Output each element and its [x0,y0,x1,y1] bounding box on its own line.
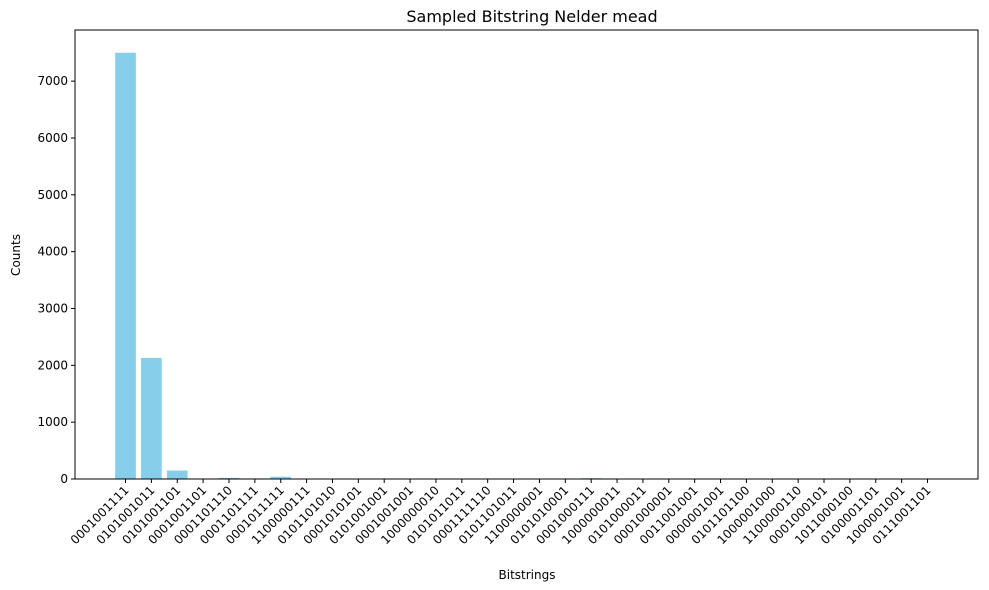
bar [115,52,136,479]
bars-group [115,52,938,479]
chart-title: Sampled Bitstring Nelder mead [406,7,657,26]
x-axis-label: Bitstrings [499,568,556,582]
bar [141,357,162,479]
y-tick-label: 7000 [37,74,68,88]
y-tick-label: 3000 [37,301,68,315]
bar [218,477,240,479]
y-axis-label: Counts [9,234,23,276]
y-tick-label: 6000 [37,131,68,145]
y-tick-label: 0 [60,472,68,486]
y-tick-label: 4000 [37,245,68,259]
bar [270,476,292,479]
x-axis-ticks: 0001001111010100101101010011010001001101… [68,479,934,547]
y-tick-label: 1000 [37,415,68,429]
y-tick-label: 2000 [37,358,68,372]
plot-frame [74,29,979,480]
bar [166,470,188,479]
y-axis-ticks: 0 1000 2000 3000 4000 5000 6000 7000 [37,74,75,486]
y-tick-label: 5000 [37,188,68,202]
